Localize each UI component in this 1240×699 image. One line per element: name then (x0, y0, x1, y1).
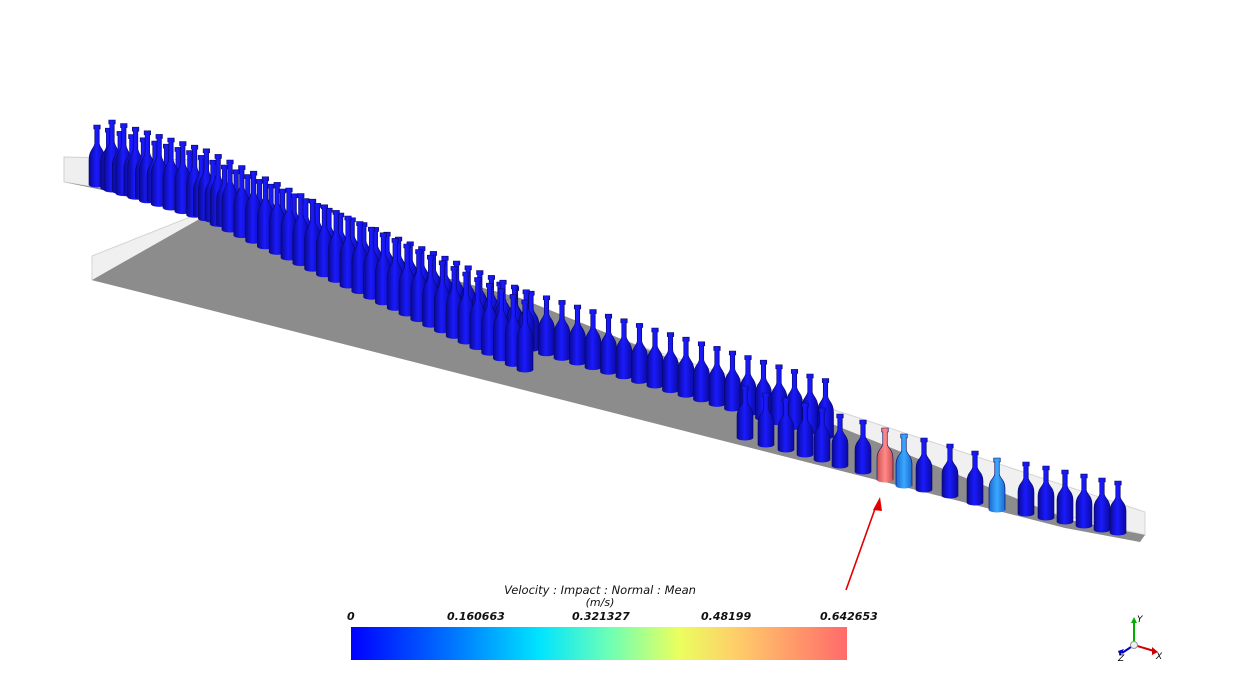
legend-unit: (m/s) (585, 596, 615, 609)
bottle-base (569, 360, 586, 366)
bottle-base (631, 378, 648, 384)
bottle (662, 332, 679, 391)
axis-label-z: Z (1117, 654, 1125, 664)
bottle (786, 369, 803, 428)
bottle-base (877, 477, 893, 483)
bottle-base (989, 507, 1005, 513)
bottle-base (814, 457, 830, 463)
bottle (724, 350, 741, 410)
bottle (876, 427, 894, 481)
bottle (569, 304, 586, 364)
bottle (831, 413, 849, 467)
bottle (1056, 469, 1074, 523)
bottle-base (916, 487, 932, 493)
bottle (600, 313, 617, 373)
bottle-base (942, 493, 958, 499)
bottle (677, 336, 695, 396)
bottle (1037, 465, 1055, 519)
legend-tick: 0 (347, 610, 355, 623)
bottle (708, 346, 726, 405)
bottle (966, 450, 984, 504)
bottle-base (1110, 530, 1126, 536)
bottle-base (678, 392, 694, 398)
bottle-base (554, 355, 570, 361)
annotation-arrow (845, 497, 882, 591)
bottle-base (967, 500, 983, 506)
bottle (631, 323, 648, 382)
bottle-base (538, 351, 555, 357)
axis-label-x: X (1155, 652, 1163, 662)
legend-title: Velocity : Impact : Normal : Mean (504, 583, 696, 597)
bottle-base (1094, 527, 1110, 533)
bottle (1093, 477, 1111, 531)
bottle (854, 419, 872, 473)
bottle-base (600, 369, 617, 375)
bottle-base (662, 388, 679, 394)
bottle-base (896, 483, 912, 489)
bottle (1017, 461, 1035, 515)
bottle-base (737, 435, 753, 441)
bottle-base (724, 406, 741, 412)
bottle (988, 457, 1006, 511)
legend-tick: 0.321327 (572, 610, 630, 623)
bottle (941, 443, 959, 497)
bottle (538, 295, 555, 355)
color-scale-bar (351, 627, 847, 660)
bottle (646, 327, 664, 387)
bottle-base (647, 383, 663, 389)
axis-label-y: Y (1137, 615, 1144, 625)
bottle (895, 433, 913, 487)
bottle (757, 392, 775, 446)
bottle-base (1018, 511, 1034, 517)
bottle (770, 364, 788, 424)
bottle (777, 397, 795, 451)
bottle-base (797, 452, 813, 458)
bottle (736, 385, 754, 439)
bottle-base (832, 463, 848, 469)
bottle-array (88, 119, 1127, 536)
bottle (693, 341, 710, 401)
bottle (1075, 473, 1093, 527)
bottle (584, 309, 602, 368)
bottle-base (1076, 523, 1092, 529)
bottle-base (1038, 515, 1054, 521)
bottle-base (585, 365, 601, 371)
bottle-base (778, 447, 794, 453)
bottle (796, 402, 814, 456)
bottle (615, 318, 633, 378)
bottle-base (1057, 519, 1073, 525)
axes-triad: Y X Z (1117, 615, 1163, 664)
legend-tick: 0.642653 (820, 610, 878, 623)
legend-tick: 0.160663 (447, 610, 505, 623)
bottle (553, 300, 571, 359)
bottle-base (517, 367, 533, 373)
bottle-base (693, 397, 710, 403)
bottle (516, 299, 534, 371)
bottle-base (758, 442, 774, 448)
bottle-base (709, 401, 725, 407)
bottle-base (616, 374, 632, 380)
bottle (813, 407, 831, 461)
bottle (915, 437, 933, 491)
legend-tick: 0.48199 (701, 610, 752, 623)
bottle-base (855, 469, 871, 475)
bottle (1109, 480, 1127, 534)
